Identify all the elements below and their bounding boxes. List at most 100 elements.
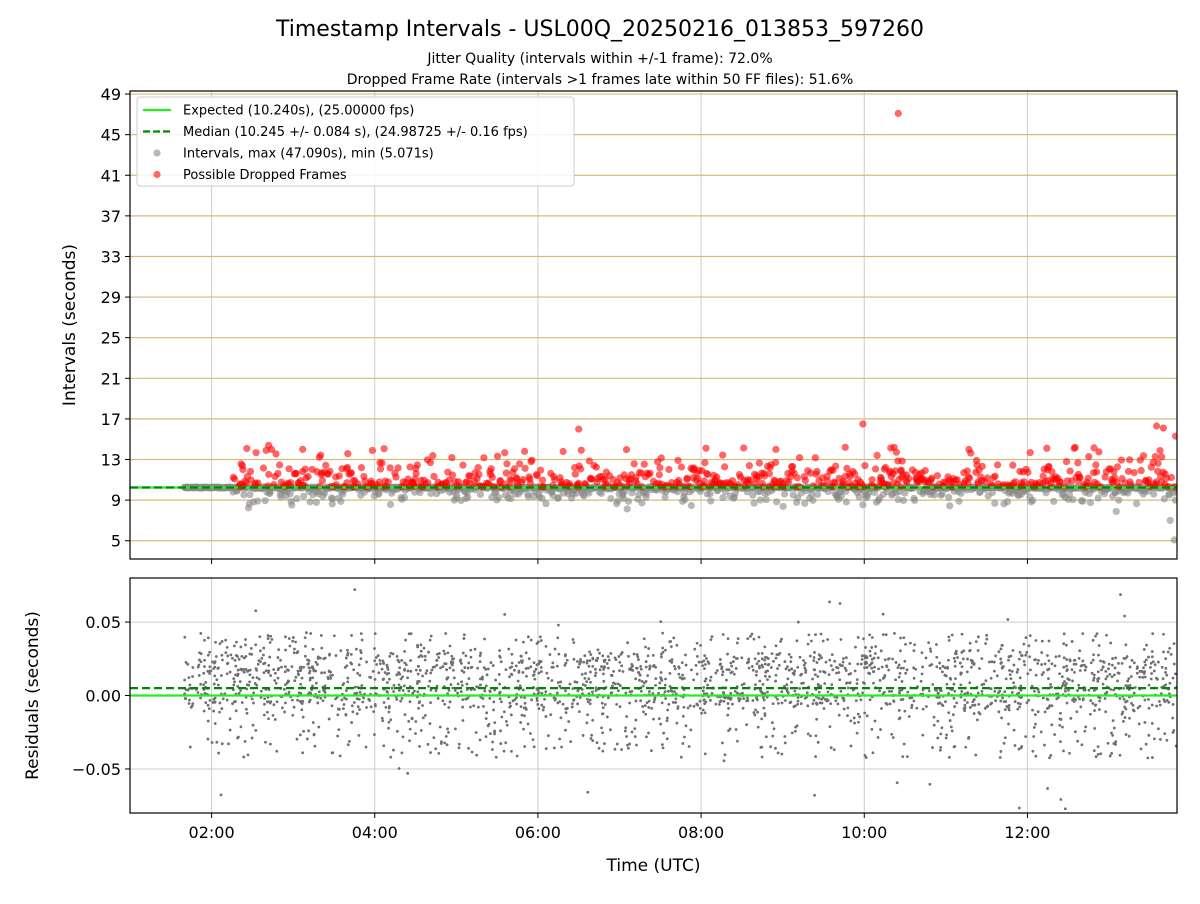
residual-point	[980, 657, 984, 661]
residual-point	[971, 700, 975, 704]
residual-point	[520, 713, 524, 717]
residual-point	[620, 748, 623, 751]
dropped-frame-point	[991, 472, 999, 480]
dropped-frame-point	[765, 470, 773, 478]
dropped-frame-point	[701, 459, 709, 467]
residual-point	[1150, 650, 1154, 653]
residual-point	[596, 648, 600, 652]
residual-point	[361, 700, 365, 704]
residual-point	[978, 667, 981, 670]
dropped-frame-point	[747, 476, 755, 484]
residual-point	[1027, 644, 1031, 648]
residual-point	[998, 756, 1002, 759]
residual-point	[1091, 638, 1095, 642]
residual-point	[542, 705, 546, 709]
residual-point	[340, 698, 344, 702]
residual-point	[338, 707, 341, 711]
residual-point	[517, 669, 521, 673]
interval-point	[719, 493, 727, 502]
residual-point	[276, 676, 280, 680]
residual-point	[602, 679, 606, 683]
dropped-frame-point	[503, 460, 511, 468]
residual-point	[846, 686, 850, 690]
residual-point	[759, 745, 763, 749]
residual-point	[647, 706, 651, 709]
residual-point	[884, 633, 888, 637]
residual-point	[818, 701, 822, 705]
residuals-frame	[129, 577, 1178, 814]
residual-point	[528, 732, 532, 735]
residual-point	[960, 632, 964, 636]
residual-point	[1101, 682, 1105, 686]
residual-point	[262, 646, 266, 650]
residual-point	[263, 697, 267, 701]
interval-point	[762, 495, 770, 504]
dropped-frame-point	[868, 476, 876, 484]
residual-point	[1062, 632, 1066, 636]
residual-point	[1112, 673, 1116, 677]
residual-point	[1162, 632, 1165, 636]
residual-point	[240, 701, 244, 704]
residual-point	[241, 667, 245, 671]
residual-point	[438, 725, 442, 729]
residual-point	[1029, 668, 1032, 672]
residual-point	[729, 698, 732, 701]
residual-point	[1049, 753, 1053, 757]
residual-point	[680, 661, 684, 665]
residual-point	[1112, 688, 1115, 692]
interval-point	[1086, 498, 1095, 507]
residual-point	[946, 665, 949, 669]
residual-point	[952, 656, 956, 660]
residual-point	[258, 635, 262, 639]
residual-point	[589, 737, 593, 740]
residual-point	[591, 718, 595, 722]
residual-point	[509, 713, 513, 717]
residual-point	[790, 667, 794, 671]
residual-point	[498, 655, 502, 659]
residual-point	[399, 677, 403, 681]
residual-point	[267, 664, 271, 667]
residual-point	[537, 671, 541, 675]
residual-point	[647, 731, 650, 735]
residual-point	[548, 653, 552, 656]
residual-point	[485, 673, 489, 677]
residual-point	[586, 700, 590, 704]
residual-point	[1025, 650, 1029, 654]
residual-point	[1003, 736, 1007, 740]
dropped-frame-point	[1045, 462, 1053, 470]
residual-point	[546, 676, 550, 680]
residual-point	[755, 662, 759, 666]
residual-point	[732, 660, 735, 663]
residual-point	[220, 653, 224, 657]
residual-point	[812, 698, 816, 702]
residual-point	[277, 667, 281, 670]
residual-point	[1144, 663, 1147, 667]
residual-point	[1063, 807, 1067, 811]
interval-point	[1079, 497, 1087, 505]
residual-point	[872, 670, 876, 674]
residual-point	[984, 642, 987, 645]
residual-point	[1149, 665, 1152, 669]
residual-point	[937, 696, 941, 699]
residual-point	[356, 705, 360, 709]
residual-point	[617, 655, 621, 658]
residual-point	[842, 699, 846, 703]
residual-point	[1126, 679, 1130, 683]
residual-point	[602, 665, 606, 668]
residual-point	[446, 692, 450, 696]
residual-point	[1049, 683, 1052, 686]
residual-point	[387, 720, 391, 724]
x-tick-label-08:00: 08:00	[678, 823, 724, 842]
residual-point	[705, 692, 709, 696]
residual-point	[702, 698, 706, 702]
residual-point	[980, 683, 984, 687]
residual-point	[862, 637, 865, 641]
residual-point	[637, 658, 640, 661]
residual-point	[935, 655, 939, 659]
residual-point	[633, 727, 637, 731]
residual-point	[447, 730, 450, 734]
residual-point	[763, 662, 767, 666]
residual-point	[1050, 662, 1054, 666]
residual-point	[283, 710, 286, 714]
